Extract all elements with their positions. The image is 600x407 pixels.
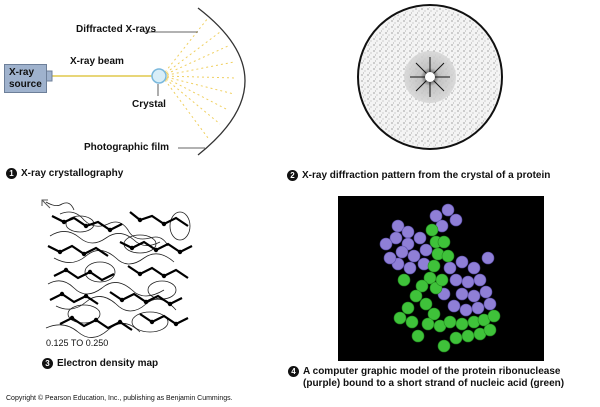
- caption-text: A computer graphic model of the protein …: [303, 366, 564, 390]
- caption-text: X-ray crystallography: [21, 168, 124, 179]
- step-number-badge: 3: [42, 358, 53, 369]
- corner-arrow: [41, 199, 51, 209]
- copyright-notice: Copyright © Pearson Education, Inc., pub…: [6, 395, 233, 402]
- xray-source-box: X-ray source: [4, 64, 47, 93]
- caption-text: Electron density map: [57, 358, 159, 369]
- xray-source-label-line2: source: [9, 79, 42, 90]
- atom-dots: [57, 217, 183, 327]
- beam-stop-hole: [425, 72, 435, 82]
- nucleic-acid-atoms: [393, 223, 501, 353]
- xray-beam-label: X-ray beam: [70, 56, 124, 67]
- xray-setup-drawing: [43, 7, 246, 156]
- step-number-badge: 1: [6, 168, 17, 179]
- diffracted-xrays-label: Diffracted X-rays: [76, 24, 157, 35]
- caption-line-1: A computer graphic model of the protein …: [303, 366, 561, 377]
- caption-text: X-ray diffraction pattern from the cryst…: [302, 170, 551, 181]
- ribonuclease-model-image: [338, 196, 544, 361]
- contour-level-label: 0.125 TO 0.250: [44, 338, 111, 348]
- photographic-film-arc: [197, 7, 246, 156]
- diffraction-pattern-image: [357, 4, 503, 150]
- step-number-badge: 4: [288, 366, 299, 377]
- crystal-sphere: [151, 68, 167, 84]
- diffracted-rays: [161, 17, 237, 139]
- caption-line-2: (purple) bound to a short strand of nucl…: [303, 378, 565, 389]
- caption-ribonuclease-model: 4 A computer graphic model of the protei…: [288, 366, 564, 390]
- xray-source-label-line1: X-ray: [9, 67, 35, 78]
- photographic-film-label: Photographic film: [84, 142, 169, 153]
- caption-diffraction-pattern: 2 X-ray diffraction pattern from the cry…: [287, 170, 550, 181]
- caption-electron-density-map: 3 Electron density map: [42, 358, 158, 369]
- electron-density-map-image: [40, 196, 200, 354]
- step-number-badge: 2: [287, 170, 298, 181]
- crystal-label: Crystal: [132, 99, 166, 110]
- protein-atoms: [379, 203, 497, 317]
- caption-xray-crystallography: 1 X-ray crystallography: [6, 168, 123, 179]
